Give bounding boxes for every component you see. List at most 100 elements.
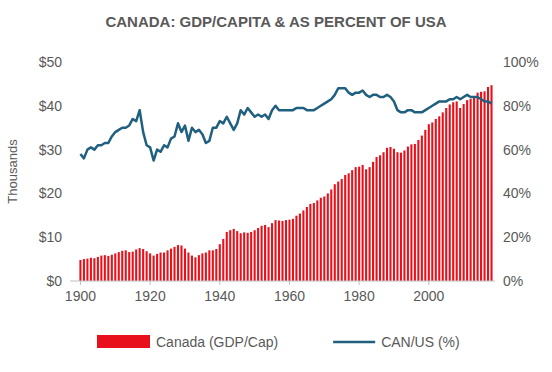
bar — [118, 252, 120, 281]
y-tick-label: $10 — [39, 229, 63, 245]
bar — [435, 119, 437, 281]
y2-tick — [495, 237, 498, 238]
bar — [173, 247, 175, 281]
bar — [459, 108, 461, 281]
bar — [83, 259, 85, 281]
x-tick-label: 1920 — [135, 288, 166, 304]
bar — [421, 136, 423, 281]
bar — [414, 144, 416, 281]
y-tick-label: $50 — [39, 54, 63, 70]
x-tick-label: 2000 — [413, 288, 444, 304]
bar — [104, 255, 106, 281]
bar — [400, 153, 402, 281]
chart-title: CANADA: GDP/CAPITA & AS PERCENT OF USA — [105, 13, 446, 30]
bar — [257, 228, 259, 281]
legend-label: CAN/US (%) — [381, 334, 460, 350]
bar — [226, 232, 228, 281]
bar — [166, 250, 168, 281]
bar — [271, 223, 273, 281]
bar — [351, 170, 353, 281]
bar — [330, 189, 332, 281]
bar — [208, 250, 210, 281]
bar — [274, 220, 276, 281]
bar — [86, 259, 88, 281]
bar — [146, 251, 148, 281]
bar — [191, 256, 193, 281]
bar — [233, 229, 235, 281]
legend-swatch — [333, 341, 375, 344]
bar — [362, 165, 364, 281]
y-tick-label: $40 — [39, 98, 63, 114]
bar — [177, 245, 179, 281]
bar — [327, 193, 329, 281]
y2-tick — [495, 193, 498, 194]
bar — [358, 167, 360, 281]
y2-tick — [495, 105, 498, 106]
bar — [212, 250, 214, 281]
bar — [456, 101, 458, 281]
bar — [386, 148, 388, 281]
y-tick — [67, 62, 70, 63]
bar — [445, 108, 447, 281]
y-tick — [67, 105, 70, 106]
bar — [442, 112, 444, 281]
bar — [121, 251, 123, 281]
bar — [194, 257, 196, 281]
bar — [278, 221, 280, 281]
bar — [229, 230, 231, 281]
bar — [170, 249, 172, 281]
x-tick — [289, 281, 290, 285]
y2-tick-label: 60% — [503, 142, 531, 158]
y2-tick-label: 40% — [503, 185, 531, 201]
bar — [487, 87, 489, 281]
bar — [288, 220, 290, 281]
chart-container: CANADA: GDP/CAPITA & AS PERCENT OF USA Th… — [0, 0, 552, 372]
x-tick-label: 1980 — [344, 288, 375, 304]
bar — [128, 252, 130, 281]
bar — [261, 226, 263, 281]
bar — [79, 260, 81, 281]
y-tick — [67, 193, 70, 194]
bar — [379, 155, 381, 281]
bar — [132, 252, 134, 281]
bar — [341, 179, 343, 281]
x-tick — [428, 281, 429, 285]
bar — [295, 216, 297, 281]
x-tick — [219, 281, 220, 285]
y2-tick-label: 100% — [503, 54, 539, 70]
bar — [466, 100, 468, 281]
bar — [376, 157, 378, 281]
bar — [153, 256, 155, 281]
bar — [198, 255, 200, 281]
legend-label: Canada (GDP/Cap) — [156, 334, 278, 350]
bar — [111, 255, 113, 281]
bar — [337, 182, 339, 281]
bar — [285, 220, 287, 281]
y-axis-label: Thousands — [5, 139, 20, 204]
bar — [149, 253, 151, 281]
bar — [389, 147, 391, 281]
bar — [142, 249, 144, 281]
bar — [348, 173, 350, 281]
x-tick — [359, 281, 360, 285]
bar — [365, 169, 367, 281]
bar — [240, 233, 242, 281]
bar — [403, 150, 405, 281]
bar — [268, 227, 270, 281]
bar — [236, 231, 238, 281]
y-tick-label: $30 — [39, 142, 63, 158]
bar — [407, 147, 409, 281]
bar — [477, 93, 479, 281]
y2-tick — [495, 281, 498, 282]
chart-svg: CANADA: GDP/CAPITA & AS PERCENT OF USA Th… — [0, 0, 552, 372]
bar — [215, 249, 217, 281]
bar — [372, 162, 374, 281]
y2-tick — [495, 62, 498, 63]
bar — [97, 257, 99, 281]
bar — [93, 258, 95, 281]
bar — [114, 253, 116, 281]
bar — [396, 152, 398, 281]
bar — [323, 196, 325, 281]
bar — [254, 230, 256, 281]
bar — [410, 144, 412, 281]
